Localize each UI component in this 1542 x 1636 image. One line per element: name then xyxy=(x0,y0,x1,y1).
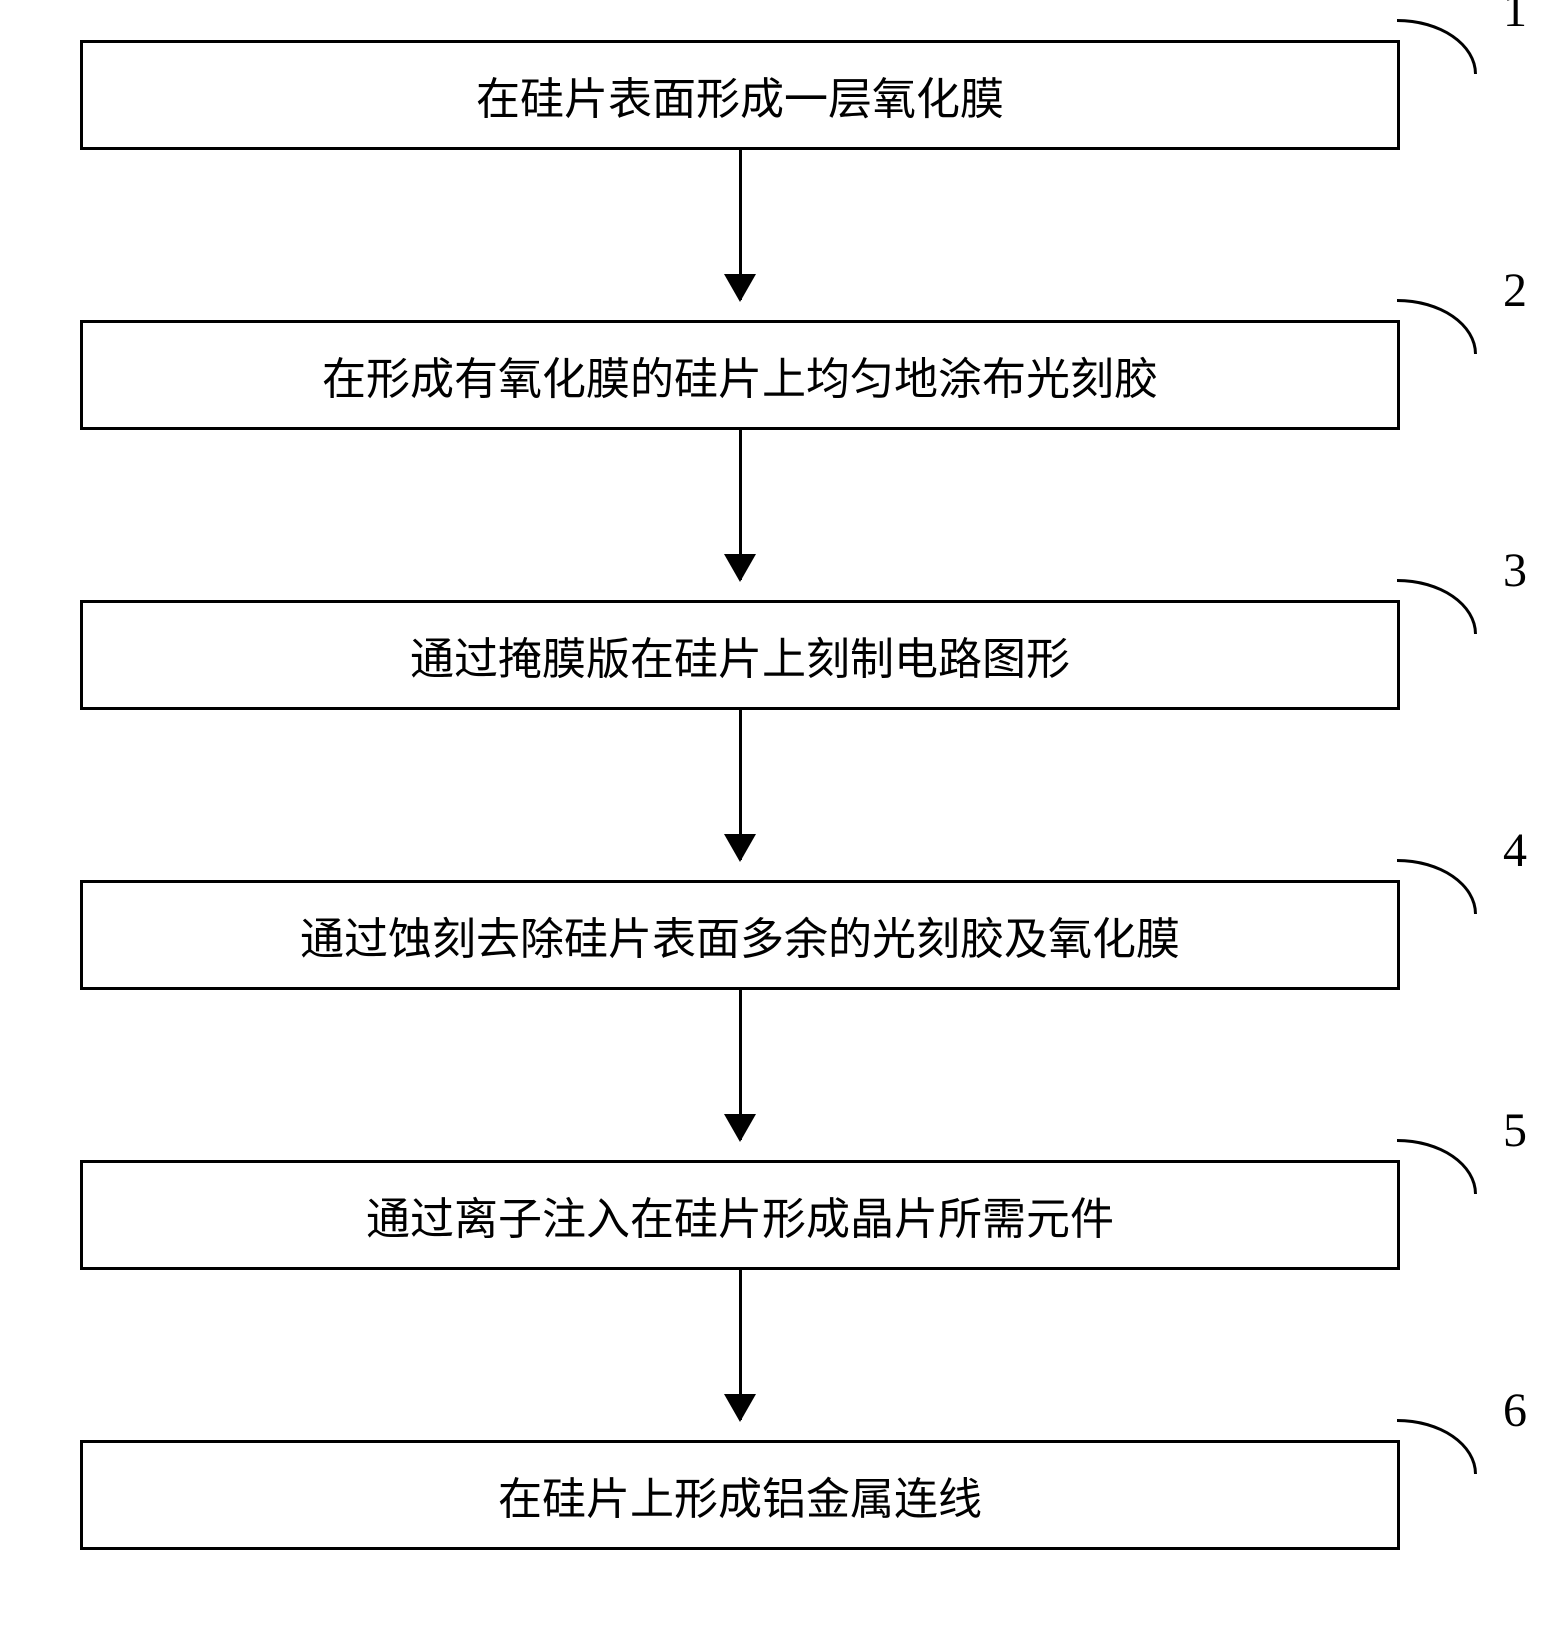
arrow-line xyxy=(739,1270,742,1420)
flow-step-1: 在硅片表面形成一层氧化膜 1 xyxy=(80,40,1400,150)
arrow-line xyxy=(739,150,742,300)
flow-step-text: 通过掩膜版在硅片上刻制电路图形 xyxy=(410,623,1070,687)
label-connector xyxy=(1397,579,1477,634)
flowchart-container: 在硅片表面形成一层氧化膜 1 在形成有氧化膜的硅片上均匀地涂布光刻胶 2 通过掩… xyxy=(80,40,1460,1550)
flow-step-text: 在硅片表面形成一层氧化膜 xyxy=(476,63,1004,127)
flow-step-text: 在形成有氧化膜的硅片上均匀地涂布光刻胶 xyxy=(322,343,1158,407)
label-connector xyxy=(1397,859,1477,914)
step-label: 5 xyxy=(1503,1103,1527,1158)
step-label: 2 xyxy=(1503,263,1527,318)
flow-step-5: 通过离子注入在硅片形成晶片所需元件 5 xyxy=(80,1160,1400,1270)
flow-step-2: 在形成有氧化膜的硅片上均匀地涂布光刻胶 2 xyxy=(80,320,1400,430)
flow-step-6: 在硅片上形成铝金属连线 6 xyxy=(80,1440,1400,1550)
flow-step-3: 通过掩膜版在硅片上刻制电路图形 3 xyxy=(80,600,1400,710)
arrow-head-icon xyxy=(724,554,756,582)
step-label: 6 xyxy=(1503,1383,1527,1438)
step-label: 3 xyxy=(1503,543,1527,598)
label-connector xyxy=(1397,1139,1477,1194)
flow-arrow xyxy=(80,710,1400,880)
flow-step-text: 通过离子注入在硅片形成晶片所需元件 xyxy=(366,1183,1114,1247)
flow-arrow xyxy=(80,150,1400,320)
arrow-head-icon xyxy=(724,1114,756,1142)
arrow-head-icon xyxy=(724,1394,756,1422)
label-connector xyxy=(1397,19,1477,74)
step-label: 4 xyxy=(1503,823,1527,878)
flow-arrow xyxy=(80,990,1400,1160)
label-connector xyxy=(1397,299,1477,354)
flow-step-4: 通过蚀刻去除硅片表面多余的光刻胶及氧化膜 4 xyxy=(80,880,1400,990)
flow-arrow xyxy=(80,430,1400,600)
flow-step-text: 在硅片上形成铝金属连线 xyxy=(498,1463,982,1527)
arrow-line xyxy=(739,710,742,860)
flow-arrow xyxy=(80,1270,1400,1440)
arrow-line xyxy=(739,990,742,1140)
arrow-line xyxy=(739,430,742,580)
arrow-head-icon xyxy=(724,274,756,302)
flow-step-text: 通过蚀刻去除硅片表面多余的光刻胶及氧化膜 xyxy=(300,903,1180,967)
arrow-head-icon xyxy=(724,834,756,862)
label-connector xyxy=(1397,1419,1477,1474)
step-label: 1 xyxy=(1503,0,1527,38)
